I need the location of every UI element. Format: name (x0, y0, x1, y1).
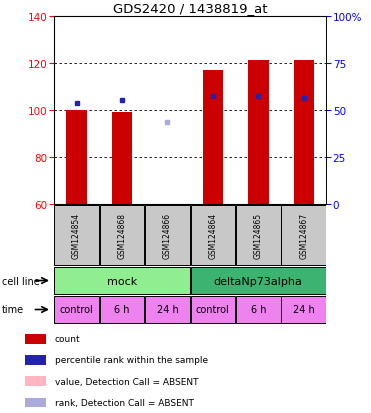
Text: 6 h: 6 h (250, 305, 266, 315)
Bar (236, 205, 280, 266)
Text: cell line: cell line (2, 276, 40, 286)
Bar (145, 205, 190, 266)
Text: 24 h: 24 h (157, 305, 178, 315)
Text: control: control (196, 305, 230, 315)
Text: GSM124868: GSM124868 (118, 212, 127, 259)
Title: GDS2420 / 1438819_at: GDS2420 / 1438819_at (113, 2, 267, 15)
Text: 24 h: 24 h (293, 305, 315, 315)
Text: GSM124866: GSM124866 (163, 212, 172, 259)
Bar (293, 61, 314, 204)
Text: mock: mock (107, 276, 137, 286)
Bar (25, 355, 46, 365)
Text: count: count (55, 335, 81, 343)
Bar (100, 205, 144, 266)
Bar (54, 268, 190, 294)
Bar (248, 61, 269, 204)
Bar (25, 398, 46, 407)
Text: control: control (60, 305, 93, 315)
Bar (236, 297, 280, 323)
Bar (203, 71, 223, 204)
Text: deltaNp73alpha: deltaNp73alpha (214, 276, 303, 286)
Bar (191, 297, 235, 323)
Text: rank, Detection Call = ABSENT: rank, Detection Call = ABSENT (55, 398, 194, 407)
Bar (25, 377, 46, 386)
Text: GSM124854: GSM124854 (72, 212, 81, 259)
Bar (191, 268, 326, 294)
Bar (282, 205, 326, 266)
Bar (66, 110, 87, 204)
Bar (112, 113, 132, 204)
Bar (54, 297, 99, 323)
Bar (145, 297, 190, 323)
Text: 6 h: 6 h (114, 305, 130, 315)
Text: percentile rank within the sample: percentile rank within the sample (55, 356, 208, 365)
Bar (191, 205, 235, 266)
Bar (100, 297, 144, 323)
Bar (25, 334, 46, 344)
Text: value, Detection Call = ABSENT: value, Detection Call = ABSENT (55, 377, 198, 386)
Text: GSM124867: GSM124867 (299, 212, 308, 259)
Bar (54, 205, 99, 266)
Text: GSM124864: GSM124864 (209, 212, 217, 259)
Text: GSM124865: GSM124865 (254, 212, 263, 259)
Bar (282, 297, 326, 323)
Text: time: time (2, 305, 24, 315)
